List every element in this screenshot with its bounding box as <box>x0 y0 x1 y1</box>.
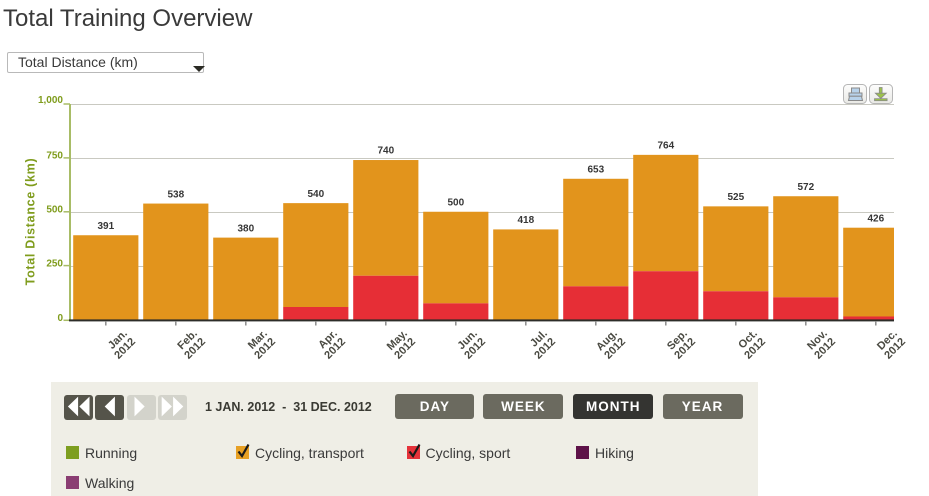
svg-text:500: 500 <box>447 197 464 208</box>
svg-text:540: 540 <box>307 189 324 200</box>
svg-text:250: 250 <box>46 258 63 269</box>
svg-text:380: 380 <box>237 223 254 234</box>
svg-text:572: 572 <box>797 182 814 193</box>
svg-text:Sep.2012: Sep.2012 <box>664 328 698 362</box>
svg-text:Oct.2012: Oct.2012 <box>734 328 768 362</box>
svg-text:1,000: 1,000 <box>38 95 63 106</box>
svg-text:Jul.2012: Jul.2012 <box>524 328 558 362</box>
svg-text:740: 740 <box>377 146 394 157</box>
svg-text:Aug.2012: Aug.2012 <box>594 328 628 362</box>
svg-text:525: 525 <box>727 192 744 203</box>
svg-text:500: 500 <box>46 204 63 215</box>
svg-text:Dec.2012: Dec.2012 <box>874 328 908 362</box>
svg-text:Nov.2012: Nov.2012 <box>804 328 838 362</box>
svg-text:0: 0 <box>57 313 63 324</box>
svg-text:Jun.2012: Jun.2012 <box>454 328 488 362</box>
svg-text:426: 426 <box>867 213 884 224</box>
svg-text:750: 750 <box>46 150 63 161</box>
svg-text:538: 538 <box>167 189 184 200</box>
svg-text:764: 764 <box>657 141 674 152</box>
svg-text:Mar.2012: Mar.2012 <box>244 328 278 362</box>
svg-text:May.2012: May.2012 <box>384 328 418 362</box>
svg-text:Jan.2012: Jan.2012 <box>104 328 138 362</box>
svg-text:418: 418 <box>517 215 534 226</box>
svg-text:391: 391 <box>97 221 114 232</box>
svg-text:Total Distance (km): Total Distance (km) <box>24 158 38 286</box>
svg-text:Apr.2012: Apr.2012 <box>314 328 348 362</box>
svg-text:Feb.2012: Feb.2012 <box>174 328 208 362</box>
svg-text:653: 653 <box>587 164 604 175</box>
